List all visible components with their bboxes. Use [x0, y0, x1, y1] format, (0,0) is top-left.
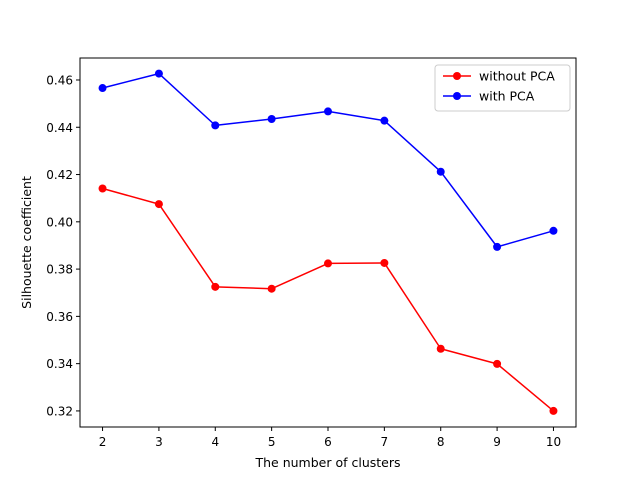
data-point-0-1 — [154, 200, 163, 209]
y-tick-label: 0.40 — [46, 215, 73, 229]
y-tick-label: 0.38 — [46, 263, 73, 277]
y-tick-label: 0.36 — [46, 310, 73, 324]
legend-marker-0 — [453, 72, 461, 80]
data-point-1-6 — [436, 167, 445, 176]
data-point-0-0 — [98, 184, 107, 193]
x-tick-label: 2 — [99, 435, 107, 449]
x-axis-title: The number of clusters — [254, 455, 400, 470]
data-point-1-4 — [324, 107, 332, 116]
y-axis-title: Silhouette coefficient — [19, 176, 34, 309]
data-point-1-5 — [380, 116, 389, 125]
legend-marker-1 — [453, 92, 461, 100]
x-tick-label: 7 — [381, 435, 389, 449]
y-tick-label: 0.42 — [46, 168, 73, 182]
data-point-1-3 — [267, 114, 276, 123]
legend: without PCA with PCA — [434, 64, 571, 112]
data-point-0-6 — [436, 344, 445, 353]
x-tick-label: 4 — [211, 435, 219, 449]
y-tick-label: 0.32 — [46, 404, 73, 418]
legend-label-0: without PCA — [479, 69, 555, 84]
data-point-1-1 — [154, 69, 163, 78]
data-point-0-5 — [380, 258, 389, 267]
y-tick-label: 0.34 — [46, 357, 73, 371]
data-point-0-3 — [267, 284, 276, 293]
data-point-0-4 — [324, 259, 332, 268]
data-point-0-8 — [549, 406, 558, 415]
plot-area — [98, 69, 558, 415]
series-line-0 — [102, 187, 554, 412]
legend-label-1: with PCA — [479, 89, 535, 104]
axes: 2 3 4 5 6 7 8 9 10 0.32 0.34 0.36 0.38 0.40 0.42 0.44 0.… — [19, 57, 577, 470]
y-tick-label: 0.44 — [46, 121, 73, 135]
x-tick-label: 6 — [324, 435, 332, 449]
x-tick-label: 3 — [155, 435, 163, 449]
data-point-1-8 — [549, 226, 558, 235]
x-tick-label: 9 — [493, 435, 501, 449]
x-tick-label: 8 — [437, 435, 445, 449]
data-point-1-7 — [493, 242, 502, 251]
data-point-0-7 — [493, 359, 502, 368]
x-tick-label: 10 — [546, 435, 561, 449]
y-tick-label: 0.46 — [46, 73, 73, 87]
data-point-1-2 — [211, 121, 220, 130]
data-point-0-2 — [211, 282, 220, 291]
x-tick-label: 5 — [268, 435, 276, 449]
data-point-1-0 — [98, 84, 107, 93]
